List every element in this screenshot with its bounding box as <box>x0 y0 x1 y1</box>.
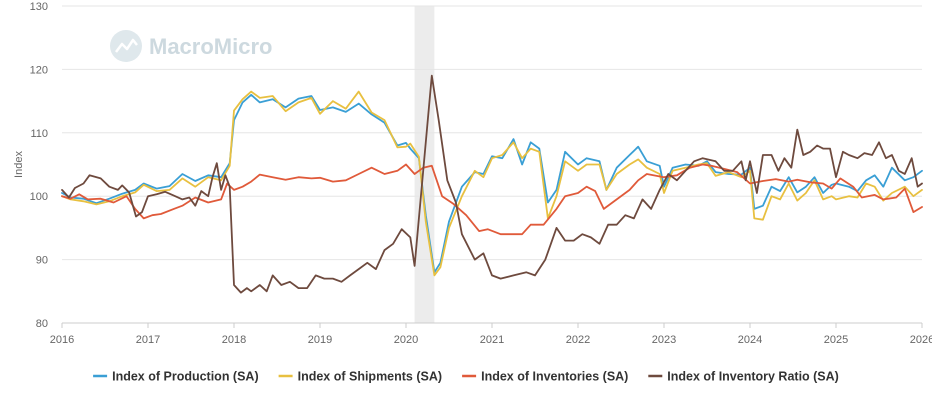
watermark-text: MacroMicro <box>149 34 272 59</box>
y-tick-label: 90 <box>36 255 48 267</box>
x-tick-label: 2023 <box>652 334 676 346</box>
watermark-logo-icon <box>110 30 142 62</box>
x-tick-label: 2024 <box>738 334 762 346</box>
legend-label: Index of Inventories (SA) <box>481 370 628 384</box>
series-line-4[interactable] <box>61 74 923 294</box>
y-tick-label: 110 <box>30 128 48 140</box>
y-tick-label: 80 <box>36 318 48 330</box>
x-tick-label: 2020 <box>394 334 418 346</box>
x-tick-label: 2018 <box>222 334 246 346</box>
x-tick-label: 2016 <box>50 334 74 346</box>
y-tick-label: 130 <box>30 1 48 13</box>
x-tick-label: 2025 <box>824 334 848 346</box>
y-tick-label: 120 <box>30 64 48 76</box>
legend-label: Index of Inventory Ratio (SA) <box>667 370 839 384</box>
legend-item-2[interactable]: Index of Shipments (SA) <box>278 370 442 384</box>
legend-label: Index of Production (SA) <box>112 370 259 384</box>
legend-item-3[interactable]: Index of Inventories (SA) <box>462 370 628 384</box>
x-tick-label: 2019 <box>308 334 332 346</box>
series-line-2[interactable] <box>61 90 923 277</box>
y-tick-label: 100 <box>30 191 48 203</box>
y-axis-label: Index <box>13 151 25 178</box>
watermark: MacroMicro <box>110 30 272 62</box>
x-tick-label: 2026 <box>910 334 932 346</box>
legend-label: Index of Shipments (SA) <box>298 370 442 384</box>
legend-item-1[interactable]: Index of Production (SA) <box>93 370 259 384</box>
x-tick-label: 2021 <box>480 334 504 346</box>
legend-item-4[interactable]: Index of Inventory Ratio (SA) <box>648 370 839 384</box>
x-tick-label: 2022 <box>566 334 590 346</box>
x-tick-label: 2017 <box>136 334 160 346</box>
